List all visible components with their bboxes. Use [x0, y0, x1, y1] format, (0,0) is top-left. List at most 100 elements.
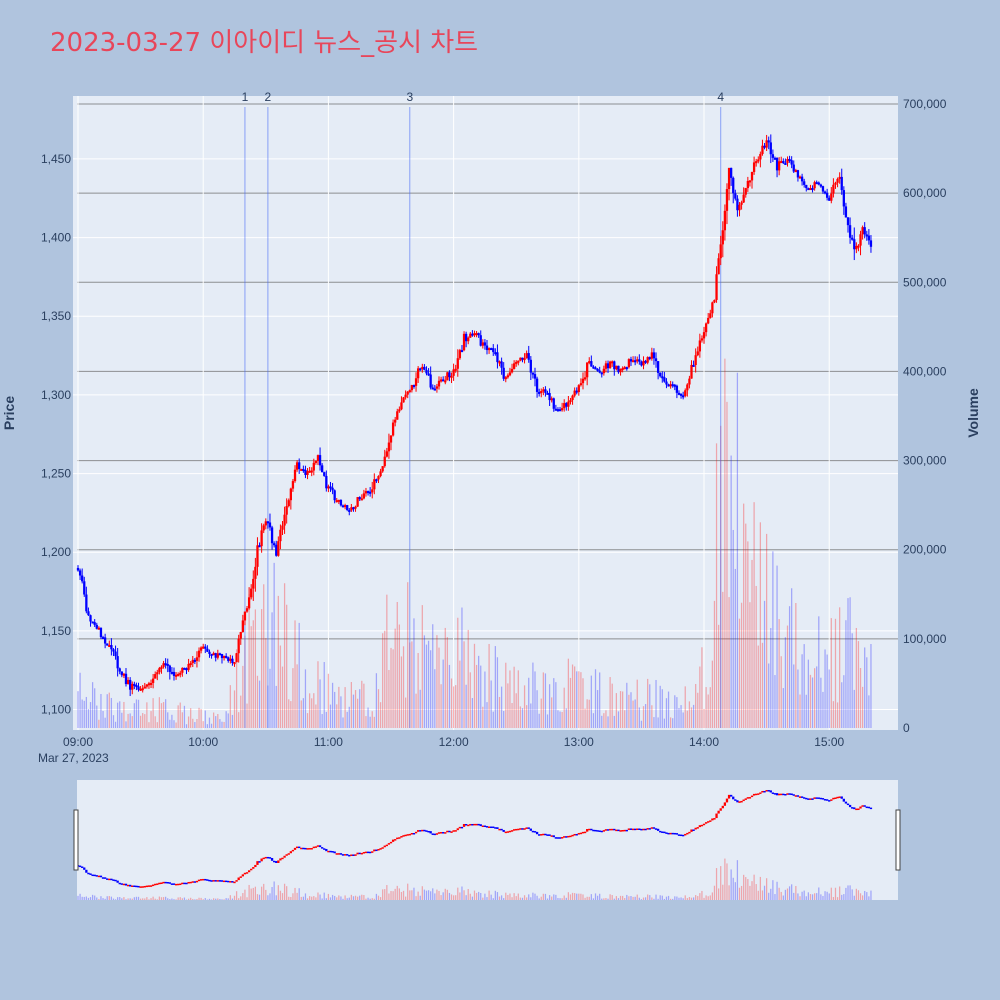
volume-bar: [676, 697, 678, 728]
volume-bar: [131, 716, 133, 728]
slider-volume-bar: [340, 896, 342, 900]
slider-candle: [310, 848, 313, 850]
candle-body: [865, 234, 868, 237]
slider-candle: [110, 878, 113, 881]
candle-body: [287, 500, 290, 507]
candle-body: [619, 369, 622, 373]
volume-bar: [713, 600, 716, 728]
slider-candle: [732, 796, 735, 800]
volume-bar: [736, 372, 739, 728]
volume-bar: [346, 711, 348, 728]
slider-volume-bar: [304, 893, 307, 900]
volume-bar: [311, 698, 313, 728]
volume-bar: [160, 703, 163, 728]
slider-candle: [258, 861, 261, 863]
candle-body: [863, 227, 866, 235]
candle-body: [444, 380, 447, 383]
slider-volume-bar: [419, 895, 421, 900]
slider-volume-bar: [734, 882, 736, 900]
slider-volume-bar: [369, 898, 371, 900]
slider-candle: [490, 826, 493, 829]
slider-candle: [304, 847, 307, 850]
volume-bar: [488, 643, 490, 728]
volume-bar: [190, 708, 192, 728]
slider-volume-bar: [601, 898, 603, 900]
slider-volume-bar: [490, 894, 492, 900]
volume-bar: [599, 672, 601, 728]
volume-bar: [492, 711, 494, 728]
volume-bar: [388, 669, 390, 728]
slider-candle: [717, 810, 720, 814]
candle-body: [717, 258, 720, 275]
time-tick-label: 11:00: [314, 735, 343, 749]
volume-bar: [342, 717, 344, 728]
slider-volume-bar: [680, 897, 682, 900]
slider-candle: [594, 829, 597, 832]
slider-candle: [742, 799, 745, 802]
slider-candle: [494, 827, 497, 829]
slider-volume-bar: [521, 897, 524, 900]
slider-candle: [815, 797, 818, 799]
candle-body: [295, 462, 299, 470]
candle-body: [116, 656, 119, 669]
candle-body: [723, 210, 727, 231]
slider-candle: [179, 883, 182, 886]
slider-volume-bar: [772, 880, 774, 900]
volume-bar: [540, 698, 542, 728]
slider-candle: [91, 874, 94, 877]
slider-candle: [216, 880, 219, 882]
slider-candle: [738, 801, 741, 803]
slider-candle: [475, 823, 478, 826]
candle-body: [425, 369, 428, 374]
volume-bar: [659, 685, 661, 728]
slider-candle: [256, 861, 259, 865]
slider-candle: [302, 847, 305, 850]
candle-body: [556, 409, 560, 412]
slider-volume-bar: [248, 884, 250, 900]
slider-volume-bar: [632, 896, 634, 900]
candle-body: [517, 360, 520, 363]
volume-bar: [323, 662, 325, 728]
slider-volume-bar: [169, 899, 171, 900]
candle-body: [746, 180, 749, 189]
slider-volume-bar: [125, 899, 127, 900]
slider-volume-bar: [697, 896, 699, 900]
slider-candle: [103, 877, 107, 879]
volume-bar: [561, 711, 563, 728]
volume-bar: [836, 702, 839, 728]
volume-bar: [718, 624, 720, 728]
candle-body: [654, 358, 658, 362]
slider-candle: [502, 829, 505, 832]
volume-bar: [828, 669, 830, 728]
volume-bar: [782, 688, 784, 728]
slider-volume-bar: [279, 890, 282, 900]
range-slider-left-handle[interactable]: [73, 809, 79, 871]
slider-volume-bar: [196, 898, 198, 900]
slider-candle: [546, 834, 549, 836]
candle-body: [784, 162, 787, 165]
main-plot-area[interactable]: [73, 96, 898, 730]
candle-body: [208, 651, 211, 654]
slider-volume-bar: [317, 892, 319, 900]
slider-candle: [362, 852, 366, 854]
candle-body: [617, 365, 620, 373]
slider-volume-bar: [676, 896, 678, 900]
candle-body: [565, 403, 568, 407]
slider-candle: [446, 830, 449, 833]
candle-body: [131, 683, 134, 690]
range-slider[interactable]: [77, 780, 898, 900]
slider-volume-bar: [480, 892, 482, 900]
volume-bar: [603, 713, 605, 728]
volume-bar: [617, 711, 620, 728]
candle-body: [767, 140, 770, 143]
candle-body: [665, 381, 668, 385]
slider-volume-bar: [511, 897, 513, 900]
candle-body: [698, 340, 701, 352]
slider-volume-bar: [277, 885, 279, 900]
candle-body: [738, 204, 741, 211]
candle-body: [235, 653, 238, 663]
candle-body: [861, 227, 864, 235]
range-slider-right-handle[interactable]: [895, 809, 901, 871]
slider-candle: [158, 882, 161, 885]
